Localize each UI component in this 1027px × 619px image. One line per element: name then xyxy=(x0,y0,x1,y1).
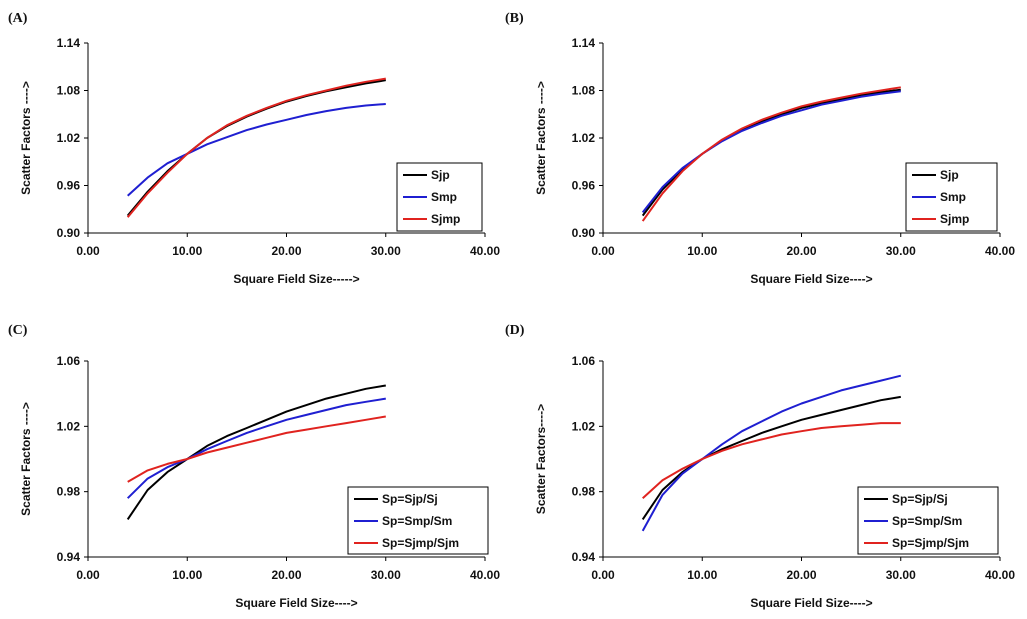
x-tick-label: 0.00 xyxy=(591,244,615,258)
legend-label: Sjp xyxy=(940,168,959,182)
chart-panel-0: (A) 0.90 0.96 1.02 1.08 1.14 0.00 10.00 20.00 30.… xyxy=(8,11,500,286)
y-axis-title: Scatter Factors ----> xyxy=(534,81,548,195)
panel-label: (A) xyxy=(8,11,28,26)
x-tick-label: 20.00 xyxy=(786,244,816,258)
x-tick-label: 20.00 xyxy=(786,568,816,582)
x-tick-label: 20.00 xyxy=(271,568,301,582)
chart-panel-1: (B) 0.90 0.96 1.02 1.08 1.14 0.00 10.00 20.00 30.… xyxy=(505,11,1015,286)
y-tick-label: 0.96 xyxy=(572,179,596,193)
x-axis-title: Square Field Size----> xyxy=(235,596,357,610)
legend-label: Sjmp xyxy=(940,212,969,226)
legend-label: Sp=Sjp/Sj xyxy=(382,492,438,506)
legend-label: Sjp xyxy=(431,168,450,182)
y-tick-label: 0.94 xyxy=(572,550,596,564)
x-tick-label: 40.00 xyxy=(470,244,500,258)
legend-label: Sp=Sjp/Sj xyxy=(892,492,948,506)
legend-label: Smp xyxy=(431,190,457,204)
y-tick-label: 0.98 xyxy=(57,485,81,499)
x-tick-label: 10.00 xyxy=(687,568,717,582)
x-tick-label: 30.00 xyxy=(371,244,401,258)
y-tick-label: 0.90 xyxy=(57,226,81,240)
series-line-1 xyxy=(641,374,902,532)
x-tick-label: 0.00 xyxy=(591,568,615,582)
y-tick-label: 0.98 xyxy=(572,485,596,499)
legend-label: Smp xyxy=(940,190,966,204)
y-tick-label: 1.02 xyxy=(57,131,81,145)
chart-panel-3: (D) 0.94 0.98 1.02 1.06 0.00 10.00 20.00 30.00 40… xyxy=(505,323,1015,610)
panel-label: (C) xyxy=(8,323,28,338)
series-line-1 xyxy=(641,90,901,214)
y-tick-label: 1.06 xyxy=(572,354,596,368)
series-line-2 xyxy=(642,422,901,499)
legend-label: Sp=Sjmp/Sjm xyxy=(382,536,459,550)
y-tick-label: 1.06 xyxy=(57,354,81,368)
x-axis-title: Square Field Size----> xyxy=(750,596,872,610)
series-line-1 xyxy=(127,103,386,197)
y-tick-label: 1.02 xyxy=(572,131,596,145)
y-axis-title: Scatter Factors ----> xyxy=(19,402,33,516)
legend-label: Sp=Smp/Sm xyxy=(382,514,452,528)
y-tick-label: 1.14 xyxy=(57,36,81,50)
y-tick-label: 1.08 xyxy=(572,84,596,98)
x-tick-label: 40.00 xyxy=(985,244,1015,258)
series-line-1 xyxy=(126,397,386,499)
panel-label: (D) xyxy=(505,323,525,338)
x-tick-label: 30.00 xyxy=(371,568,401,582)
x-axis-title: Square Field Size-----> xyxy=(233,272,359,286)
legend: Sp=Sjp/Sj Sp=Smp/Sm Sp=Sjmp/Sjm xyxy=(857,486,999,555)
x-tick-label: 10.00 xyxy=(687,244,717,258)
legend: Sjp Smp Sjmp xyxy=(396,162,483,232)
x-tick-label: 40.00 xyxy=(470,568,500,582)
y-tick-label: 1.14 xyxy=(572,36,596,50)
legend-label: Sp=Smp/Sm xyxy=(892,514,962,528)
x-tick-label: 10.00 xyxy=(172,244,202,258)
series-line-0 xyxy=(126,384,386,520)
x-tick-label: 0.00 xyxy=(76,244,100,258)
x-tick-label: 40.00 xyxy=(985,568,1015,582)
x-tick-label: 30.00 xyxy=(886,568,916,582)
y-axis-title: Scatter Factors ----> xyxy=(19,81,33,195)
chart-panel-2: (C) 0.94 0.98 1.02 1.06 0.00 10.00 20.00 30.00 40… xyxy=(8,323,500,610)
series-line-2 xyxy=(641,86,901,222)
y-tick-label: 1.02 xyxy=(572,419,596,433)
legend-label: Sp=Sjmp/Sjm xyxy=(892,536,969,550)
y-tick-label: 1.08 xyxy=(57,84,81,98)
y-tick-label: 0.90 xyxy=(572,226,596,240)
y-axis-title: Scatter Factors----> xyxy=(534,404,548,514)
legend: Sp=Sjp/Sj Sp=Smp/Sm Sp=Sjmp/Sjm xyxy=(347,486,489,555)
x-axis-title: Square Field Size----> xyxy=(750,272,872,286)
legend-label: Sjmp xyxy=(431,212,460,226)
series-line-0 xyxy=(126,79,386,217)
series-line-0 xyxy=(641,395,901,520)
y-tick-label: 0.94 xyxy=(57,550,81,564)
y-tick-label: 1.02 xyxy=(57,419,81,433)
panel-label: (B) xyxy=(505,11,524,26)
y-tick-label: 0.96 xyxy=(57,179,81,193)
series-line-0 xyxy=(641,88,901,217)
x-tick-label: 0.00 xyxy=(76,568,100,582)
x-tick-label: 20.00 xyxy=(271,244,301,258)
series-line-2 xyxy=(126,77,386,218)
series-line-2 xyxy=(127,415,386,483)
x-tick-label: 30.00 xyxy=(886,244,916,258)
x-tick-label: 10.00 xyxy=(172,568,202,582)
legend: Sjp Smp Sjmp xyxy=(905,162,998,232)
